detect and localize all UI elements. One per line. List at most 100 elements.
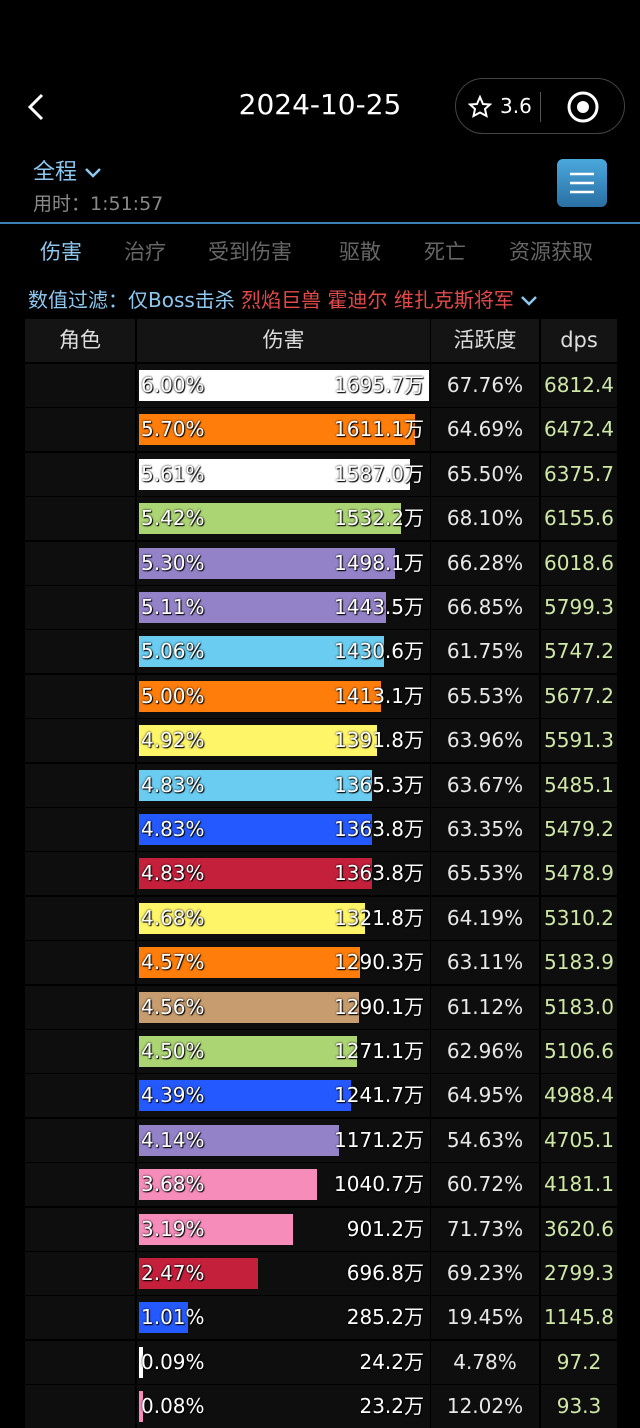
damage-bar (139, 414, 415, 446)
role-cell (25, 763, 135, 807)
role-cell (25, 985, 135, 1029)
damage: 1611.1万 (334, 417, 424, 442)
role-cell (25, 941, 135, 985)
column-header: dps (541, 319, 617, 362)
role-cell (25, 452, 135, 496)
damage: 24.2万 (359, 1349, 424, 1374)
dps: 5591.3 (541, 719, 617, 763)
activity: 68.10% (431, 497, 539, 541)
damage-bar (139, 1169, 317, 1201)
damage-bar (139, 370, 429, 401)
dps: 4705.1 (541, 1118, 617, 1162)
activity: 61.75% (431, 630, 539, 674)
damage: 901.2万 (346, 1216, 424, 1241)
filter[interactable]: 数值过滤：仅Boss击杀 烈焰巨兽 霍迪尔 维扎克斯将军 (28, 284, 538, 313)
row: 0.08% 23.2万 12.02% 93.3 (25, 1385, 617, 1428)
share: 3.68% (141, 1172, 205, 1197)
damage-cell: 4.92% 1391.8万 (137, 719, 430, 763)
damage: 1241.7万 (334, 1083, 424, 1108)
role-cell (25, 1252, 135, 1295)
damage: 1363.8万 (334, 861, 424, 886)
damage-cell: 0.09% 24.2万 (137, 1340, 430, 1384)
activity: 71.73% (431, 1207, 539, 1251)
filter-bosses: 烈焰巨兽 霍迪尔 维扎克斯将军 (241, 288, 514, 312)
filter-label: 数值过滤： (28, 288, 128, 312)
title: 2024-10-25 (238, 88, 402, 121)
activity: 65.53% (431, 674, 539, 718)
damage-cell: 4.83% 1363.8万 (137, 852, 430, 896)
tab[interactable]: 治疗 (124, 240, 166, 264)
share: 0.09% (141, 1349, 205, 1374)
damage: 1695.7万 (334, 373, 424, 397)
row: 5.42% 1532.2万 68.10% 6155.6 (25, 497, 617, 541)
row: 3.19% 901.2万 71.73% 3620.6 (25, 1207, 617, 1251)
range: 全程 (33, 160, 78, 185)
dps: 5747.2 (541, 630, 617, 674)
row: 5.70% 1611.1万 64.69% 6472.4 (25, 408, 617, 452)
share: 5.00% (141, 683, 205, 708)
dps: 1145.8 (541, 1296, 617, 1340)
damage-cell: 4.56% 1290.1万 (137, 985, 430, 1029)
activity: 12.02% (431, 1385, 539, 1428)
activity: 63.35% (431, 808, 539, 851)
dps: 97.2 (541, 1340, 617, 1384)
divider (540, 92, 541, 122)
activity: 64.19% (431, 896, 539, 940)
share: 5.61% (141, 461, 205, 486)
damage-cell: 2.47% 696.8万 (137, 1252, 430, 1295)
damage: 1321.8万 (334, 905, 424, 930)
tab[interactable]: 死亡 (424, 240, 466, 264)
damage-cell: 3.19% 901.2万 (137, 1207, 430, 1251)
damage: 1290.1万 (334, 994, 424, 1019)
damage: 23.2万 (359, 1394, 424, 1419)
share: 4.14% (141, 1127, 205, 1152)
share: 4.92% (141, 728, 205, 753)
damage-bar (139, 1391, 143, 1423)
activity: 4.78% (431, 1340, 539, 1384)
rating: 3.6 (500, 94, 532, 118)
damage-cell: 5.70% 1611.1万 (137, 408, 430, 452)
column-header: 角色 (25, 319, 135, 362)
role-cell (25, 1030, 135, 1073)
dps: 4181.1 (541, 1163, 617, 1207)
menu-button[interactable] (557, 159, 607, 207)
tab[interactable]: 伤害 (40, 240, 82, 264)
activity: 65.50% (431, 452, 539, 496)
share: 4.39% (141, 1083, 205, 1108)
damage-bar (139, 592, 386, 623)
chevron (85, 168, 101, 178)
tab[interactable]: 资源获取 (509, 240, 593, 264)
row: 5.11% 1443.5万 66.85% 5799.3 (25, 586, 617, 629)
close-button[interactable] (566, 90, 600, 124)
role-cell (25, 364, 135, 407)
damage-bar (139, 1124, 340, 1156)
share: 0.08% (141, 1394, 205, 1419)
role-cell (25, 586, 135, 629)
damage-bar (139, 1213, 294, 1245)
damage-cell: 5.30% 1498.1万 (137, 541, 430, 585)
damage-cell: 4.83% 1363.8万 (137, 808, 430, 851)
share: 5.70% (141, 417, 205, 442)
tab[interactable]: 驱散 (339, 240, 381, 264)
activity: 63.96% (431, 719, 539, 763)
tab[interactable]: 受到伤害 (208, 240, 292, 264)
row: 3.68% 1040.7万 60.72% 4181.1 (25, 1163, 617, 1207)
damage-bar (139, 991, 360, 1023)
damage-bar (139, 814, 373, 845)
role-cell (25, 1340, 135, 1384)
row: 4.83% 1363.8万 65.53% 5478.9 (25, 852, 617, 896)
range-select[interactable]: 全程 (33, 154, 102, 186)
dps: 5677.2 (541, 674, 617, 718)
damage: 1443.5万 (334, 595, 424, 619)
dps: 5478.9 (541, 852, 617, 896)
row: 5.00% 1413.1万 65.53% 5677.2 (25, 674, 617, 718)
role-cell (25, 896, 135, 940)
row: 1.01% 285.2万 19.45% 1145.8 (25, 1296, 617, 1340)
back-button[interactable] (24, 92, 48, 122)
dps: 6018.6 (541, 541, 617, 585)
dps: 4988.4 (541, 1074, 617, 1118)
damage-cell: 4.50% 1271.1万 (137, 1030, 430, 1073)
damage-cell: 6.00% 1695.7万 (137, 364, 430, 407)
star-icon[interactable] (468, 95, 492, 119)
